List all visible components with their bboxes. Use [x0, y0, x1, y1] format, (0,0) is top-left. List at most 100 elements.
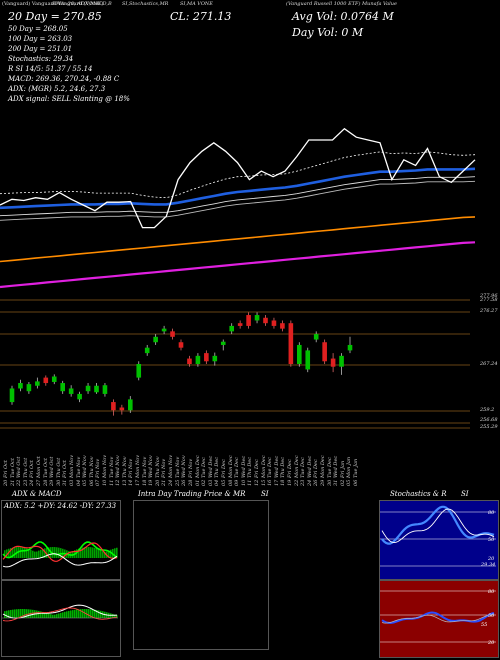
price-axis-label: 256.68 — [480, 417, 498, 423]
stoch-tick-label: 50 — [488, 537, 495, 543]
signal-line — [2, 607, 118, 622]
candle-body — [347, 344, 353, 351]
macd-histogram-bar — [48, 613, 50, 618]
adx-histogram-bar — [114, 548, 116, 558]
adx-histogram-bar — [104, 551, 106, 558]
intraday-si: SI — [261, 490, 269, 498]
candle-body — [77, 393, 82, 400]
candle-body — [35, 381, 40, 386]
rsi-tick-label: 50 — [488, 613, 495, 619]
stoch-k-line — [381, 505, 495, 545]
macd-histogram-bar — [78, 609, 80, 618]
dayvol-label: Day Vol: 0 M — [292, 26, 364, 39]
adx-histogram-bar — [86, 547, 88, 558]
candle-body — [128, 399, 133, 411]
macd-histogram-bar — [26, 609, 28, 618]
adx-histogram-bar — [40, 549, 42, 558]
candle-body — [170, 331, 175, 337]
adx-histogram-bar — [24, 547, 26, 558]
candle-body — [144, 347, 150, 354]
adx-histogram-bar — [100, 549, 102, 558]
plus-di-line — [2, 541, 118, 559]
adx-histogram-bar — [90, 547, 92, 558]
adx-histogram-bar — [78, 548, 80, 558]
adx-readout: ADX: 5.2 +DY: 24.62 -DY: 27.33 — [4, 502, 117, 510]
macd-histogram-bar — [46, 612, 48, 618]
candle-body — [178, 342, 184, 348]
adx-histogram-bar — [56, 547, 58, 558]
ema100-line — [0, 180, 476, 221]
macd-histogram-bar — [44, 612, 46, 618]
stoch-value-label: 29.34 — [480, 562, 495, 568]
macd-histogram-bar — [100, 610, 102, 618]
rsi-tick-label: 80 — [488, 589, 495, 595]
macd-histogram-bar — [98, 610, 100, 618]
candle-body — [313, 334, 319, 340]
macd-histogram-bar — [32, 609, 34, 618]
candle-body — [94, 385, 99, 393]
rsi-line — [381, 611, 495, 625]
rsi-tick-label: 20 — [487, 640, 495, 646]
adx-histogram-bar — [30, 549, 32, 558]
candle-body — [330, 358, 336, 367]
adx-histogram-bar — [20, 547, 22, 558]
adx-histogram-bar — [54, 547, 56, 558]
candle-body — [254, 315, 260, 321]
header-line1-mid3: SI,MA VONE — [180, 1, 213, 7]
close-line — [0, 127, 476, 229]
adx-histogram-bar — [36, 551, 38, 558]
macd-histogram-bar — [10, 609, 12, 618]
candle-body — [288, 323, 294, 364]
adx-histogram-bar — [88, 547, 90, 558]
adx-histogram-bar — [12, 547, 14, 558]
candle-body — [26, 384, 32, 392]
candle-body — [136, 364, 142, 378]
candle-body — [187, 358, 192, 364]
rsi-value-label: 55 — [481, 622, 487, 628]
macd-histogram-bar — [88, 609, 90, 618]
stoch-panel — [379, 500, 499, 580]
adx-label: ADX: (MGR) 5.2, 24.6, 27.3 — [8, 85, 106, 93]
adx-histogram-bar — [80, 548, 82, 558]
adx-histogram-bar — [98, 549, 100, 558]
candle-body — [220, 341, 226, 345]
macd-histogram-bar — [14, 609, 16, 618]
macd-histogram-bar — [116, 614, 118, 618]
adx-macd-title: ADX & MACD — [12, 490, 62, 498]
macd-histogram-bar — [38, 610, 40, 618]
macd-histogram-bar — [16, 609, 18, 618]
macd-line — [2, 604, 118, 619]
header-line1-mid1: EMA: 20, ADX,MACD,B — [52, 1, 112, 7]
ema100b-line — [0, 176, 476, 217]
adx-histogram-bar — [32, 550, 34, 558]
ema200-line — [0, 216, 476, 263]
macd-histogram-bar — [6, 610, 8, 618]
adx-histogram-bar — [44, 548, 46, 558]
candle-body — [305, 350, 311, 370]
macd-histogram-bar — [82, 609, 84, 618]
candle-body — [18, 383, 23, 389]
stoch-tick-label: 20 — [487, 556, 495, 562]
price-axis-label: 277.96 — [480, 293, 498, 299]
candle-body — [51, 376, 57, 382]
price-axis-label: 255.29 — [480, 424, 498, 430]
adx-histogram-bar — [28, 549, 30, 558]
adx-histogram-bar — [34, 551, 36, 558]
adx-histogram-bar — [84, 547, 86, 558]
header-line1-right: (Vanguard Russell 1000 ETF) Munafa Value — [286, 1, 397, 7]
macd-histogram-bar — [36, 610, 38, 618]
macd-histogram-bar — [62, 612, 64, 618]
adx-histogram-bar — [26, 548, 28, 558]
macd-histogram-bar — [74, 609, 76, 618]
macd-histogram-bar — [8, 610, 10, 618]
candle-body — [237, 323, 243, 326]
macd-histogram-bar — [64, 611, 66, 618]
candle-body — [43, 377, 49, 384]
adx-histogram-bar — [4, 550, 6, 558]
macd-histogram-bar — [40, 611, 42, 618]
macd-label: MACD: 269.36, 270.24, -0.88 C — [8, 75, 120, 83]
close-label: CL: 271.13 — [170, 10, 232, 23]
price-axis-label: 277.58 — [480, 297, 498, 303]
stoch-d-line — [381, 508, 495, 544]
macd-histogram-bar — [92, 609, 94, 618]
